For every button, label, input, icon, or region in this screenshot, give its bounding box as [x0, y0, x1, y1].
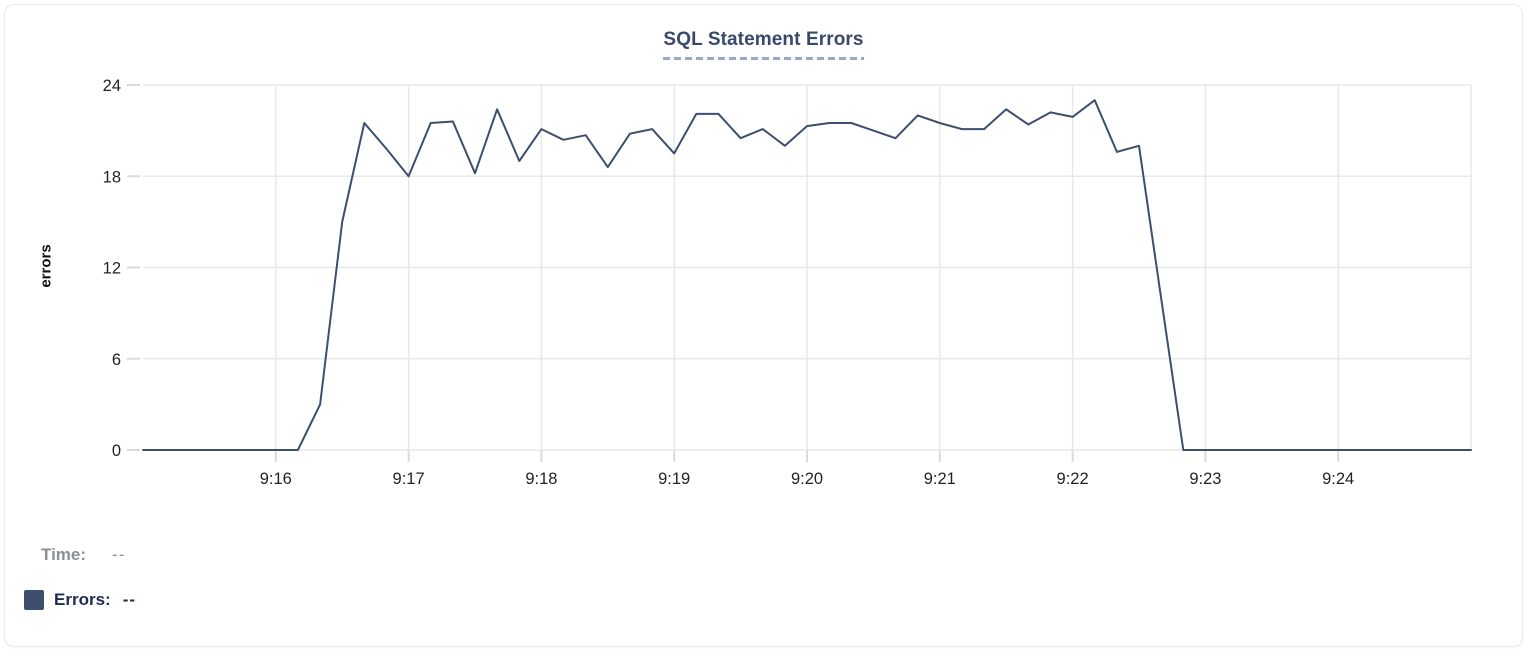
legend-errors-label: Errors:	[54, 590, 111, 609]
x-tick-label: 9:16	[260, 470, 292, 488]
x-tick-label: 9:18	[525, 470, 557, 488]
x-tick-label: 9:21	[924, 470, 956, 488]
line-chart[interactable]: 9:16 9:17 9:18 9:19 9:20 9:21 9:22 9:23 9:24 0 6 12…	[5, 5, 1524, 515]
y-tick-label: 12	[103, 260, 121, 278]
legend-errors-item[interactable]: Errors: --	[24, 590, 136, 610]
chart-title-link[interactable]: SQL Statement Errors	[663, 29, 864, 60]
tooltip-time-row: Time: --	[41, 545, 125, 565]
chart-card: SQL Statement Errors errors 9:16 9:17 9:18…	[4, 4, 1523, 647]
tooltip-time-value: --	[112, 545, 126, 564]
y-tick-label: 24	[103, 77, 121, 95]
y-tick-label: 18	[103, 168, 121, 186]
errors-series-swatch	[24, 590, 44, 610]
y-tick-label: 6	[112, 351, 121, 369]
y-tick-label: 0	[112, 442, 121, 460]
x-tick-label: 9:24	[1322, 470, 1354, 488]
tooltip-errors-value: --	[122, 590, 137, 609]
x-tick-label: 9:23	[1189, 470, 1221, 488]
x-tick-label: 9:20	[791, 470, 823, 488]
chart-header: SQL Statement Errors	[5, 29, 1522, 60]
errors-series-line[interactable]	[142, 99, 1472, 451]
tooltip-time-label: Time:	[41, 545, 87, 564]
x-tick-label: 9:22	[1057, 470, 1089, 488]
x-tick-label: 9:17	[393, 470, 425, 488]
x-tick-label: 9:19	[658, 470, 690, 488]
